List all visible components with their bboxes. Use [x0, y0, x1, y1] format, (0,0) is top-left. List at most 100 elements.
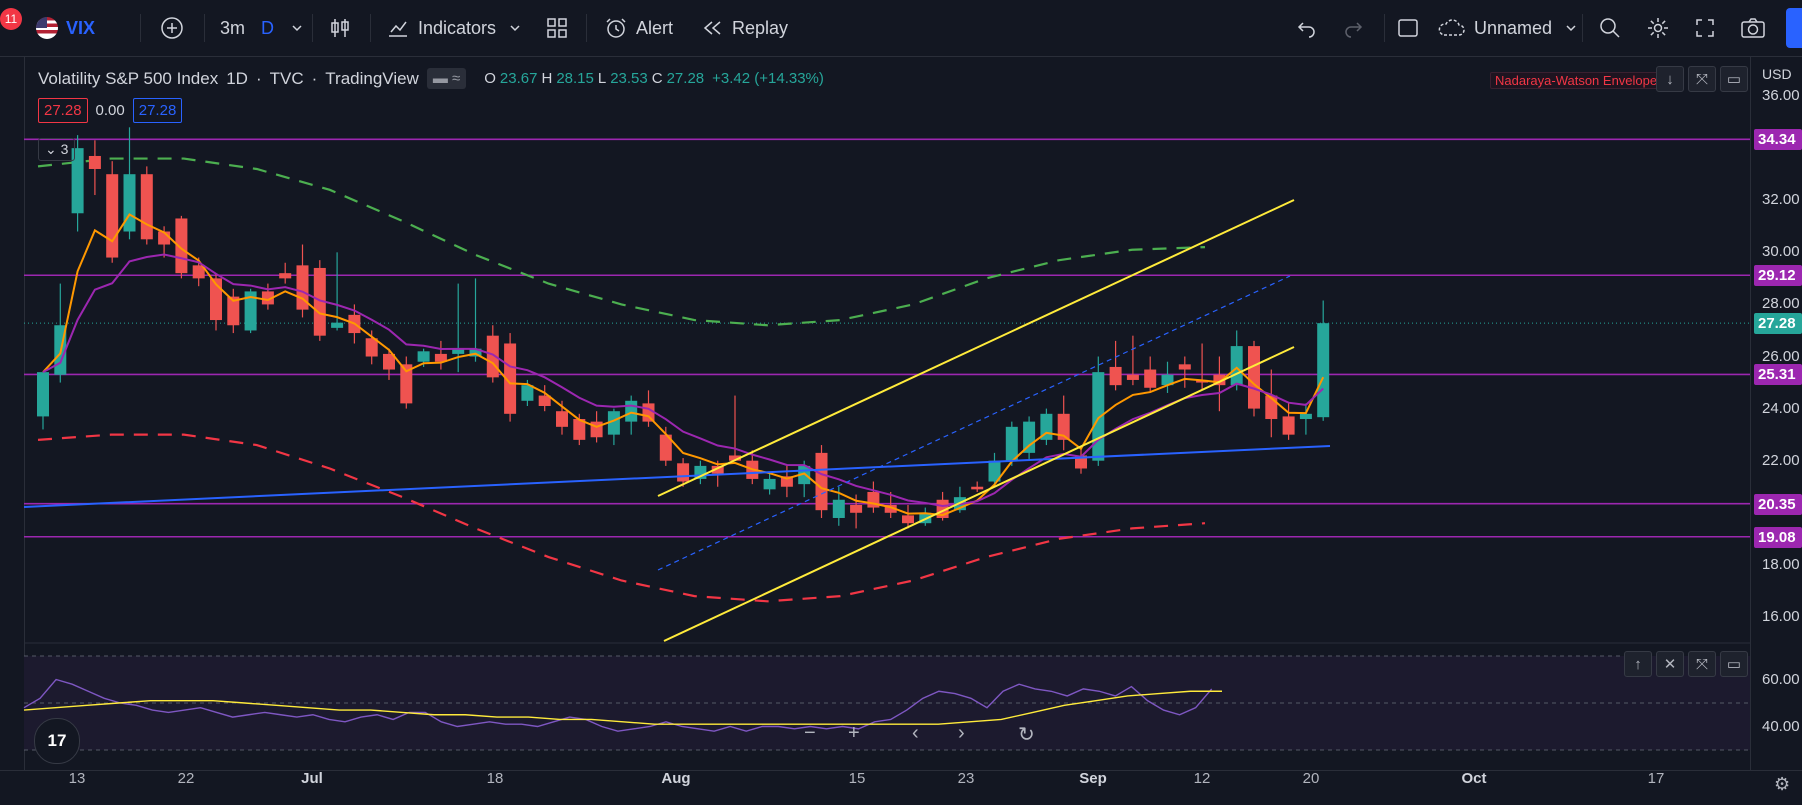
candle-body[interactable] — [850, 504, 863, 513]
time-axis[interactable] — [0, 770, 1802, 805]
bid-box[interactable]: 27.28 — [38, 98, 88, 123]
maximize-pane-button[interactable]: ▭ — [1720, 66, 1748, 92]
candle-body[interactable] — [296, 265, 309, 310]
scroll-left-button[interactable]: ‹ — [912, 722, 919, 745]
price-level-tag[interactable]: 20.35 — [1754, 493, 1802, 515]
legend-toggle[interactable]: ▬ ≈ — [426, 68, 467, 89]
symbol-search[interactable]: VIX — [36, 0, 95, 56]
candle-body[interactable] — [37, 372, 49, 417]
candle-body[interactable] — [469, 348, 482, 357]
notification-badge[interactable]: 11 — [0, 8, 22, 30]
move-down-button[interactable]: ↓ — [1656, 66, 1684, 92]
price-level-tag[interactable]: 25.31 — [1754, 364, 1802, 386]
price-level-tag[interactable]: 19.08 — [1754, 526, 1802, 548]
indicator-fold-button[interactable]: ⌄ 3 — [38, 138, 76, 161]
candle-body[interactable] — [1161, 374, 1174, 386]
indicators-button[interactable]: Indicators — [386, 0, 522, 56]
tradingview-logo[interactable]: 17 — [34, 718, 80, 764]
templates-button[interactable] — [546, 0, 568, 56]
candle-body[interactable] — [659, 434, 672, 461]
settings-button[interactable] — [1646, 0, 1670, 56]
candle-body[interactable] — [1057, 413, 1070, 440]
fullscreen-button[interactable] — [1694, 0, 1716, 56]
candle-body[interactable] — [832, 499, 845, 518]
currency-label[interactable]: USD — [1762, 66, 1792, 82]
indicator-label[interactable]: Nadaraya-Watson Envelope — [1490, 72, 1663, 89]
publish-button[interactable] — [1786, 8, 1802, 48]
candle-body[interactable] — [971, 486, 984, 490]
candle-body[interactable] — [400, 364, 413, 404]
candle-body[interactable] — [244, 291, 257, 331]
candle-body[interactable] — [1023, 421, 1036, 453]
candle-body[interactable] — [192, 265, 205, 279]
replay-button[interactable]: Replay — [702, 0, 788, 56]
price-level-tag[interactable]: 29.12 — [1754, 265, 1802, 287]
candle-body[interactable] — [988, 460, 1001, 482]
chart-legend[interactable]: Volatility S&P 500 Index 1D · TVC · Trad… — [38, 68, 824, 89]
candle-body[interactable] — [556, 411, 568, 427]
candle-body[interactable] — [573, 419, 586, 440]
candle-body[interactable] — [590, 421, 603, 438]
candle-body[interactable] — [729, 455, 741, 461]
candle-body[interactable] — [780, 476, 793, 487]
candle-body[interactable] — [71, 148, 84, 214]
layout-menu-button[interactable]: Unnamed — [1436, 0, 1578, 56]
search-button[interactable] — [1598, 0, 1622, 56]
close-pane-button[interactable]: ✕ — [1656, 651, 1684, 677]
candle-body[interactable] — [365, 338, 378, 357]
undo-button[interactable] — [1296, 0, 1318, 56]
scroll-right-button[interactable]: › — [958, 722, 965, 745]
candle-body[interactable] — [452, 348, 465, 354]
alert-button[interactable]: Alert — [604, 0, 673, 56]
snapshot-button[interactable] — [1740, 0, 1766, 56]
candle-body[interactable] — [1109, 366, 1122, 386]
candle-body[interactable] — [1213, 374, 1226, 386]
candle-body[interactable] — [279, 273, 292, 279]
candle-body[interactable] — [763, 478, 776, 490]
collapse-button[interactable]: ⤧ — [1688, 66, 1716, 92]
candle-body[interactable] — [711, 465, 724, 474]
price-axis[interactable] — [1750, 57, 1802, 770]
candle-body[interactable] — [140, 174, 153, 240]
candle-body[interactable] — [417, 351, 430, 362]
candle-body[interactable] — [884, 504, 897, 513]
candle-body[interactable] — [434, 353, 447, 362]
candle-body[interactable] — [607, 411, 620, 435]
candle-body[interactable] — [1230, 346, 1243, 386]
price-level-tag[interactable]: 27.28 — [1754, 313, 1802, 335]
candle-body[interactable] — [538, 395, 551, 406]
candle-body[interactable] — [227, 296, 240, 326]
candle-body[interactable] — [642, 403, 655, 422]
candle-body[interactable] — [677, 463, 690, 482]
candle-body[interactable] — [313, 267, 326, 336]
redo-button[interactable] — [1342, 0, 1364, 56]
candle-body[interactable] — [625, 400, 638, 422]
candle-body[interactable] — [902, 515, 914, 524]
candle-body[interactable] — [815, 452, 828, 511]
ask-box[interactable]: 27.28 — [132, 98, 183, 123]
candle-body[interactable] — [504, 343, 517, 414]
candle-body[interactable] — [1299, 413, 1312, 420]
reset-chart-button[interactable]: ↻ — [1018, 722, 1035, 747]
candle-body[interactable] — [123, 174, 136, 232]
candle-body[interactable] — [1092, 372, 1105, 461]
candle-body[interactable] — [1317, 323, 1330, 418]
candle-body[interactable] — [331, 322, 344, 328]
candle-body[interactable] — [1248, 346, 1260, 409]
maximize-rsi-button[interactable]: ▭ — [1720, 651, 1748, 677]
candle-body[interactable] — [106, 174, 119, 258]
candle-body[interactable] — [210, 278, 222, 321]
zoom-out-button[interactable]: − — [804, 722, 816, 744]
add-symbol-button[interactable] — [160, 0, 184, 56]
candle-body[interactable] — [1126, 374, 1139, 380]
candle-body[interactable] — [88, 155, 101, 169]
candle-body[interactable] — [261, 291, 274, 305]
candle-body[interactable] — [1005, 426, 1018, 461]
drawing-toolbar[interactable] — [0, 57, 25, 770]
candle-body[interactable] — [521, 385, 534, 401]
candle-body[interactable] — [1282, 416, 1295, 435]
chart-type-button[interactable] — [328, 0, 352, 56]
candle-body[interactable] — [383, 353, 395, 370]
zoom-in-button[interactable]: + — [848, 722, 860, 744]
